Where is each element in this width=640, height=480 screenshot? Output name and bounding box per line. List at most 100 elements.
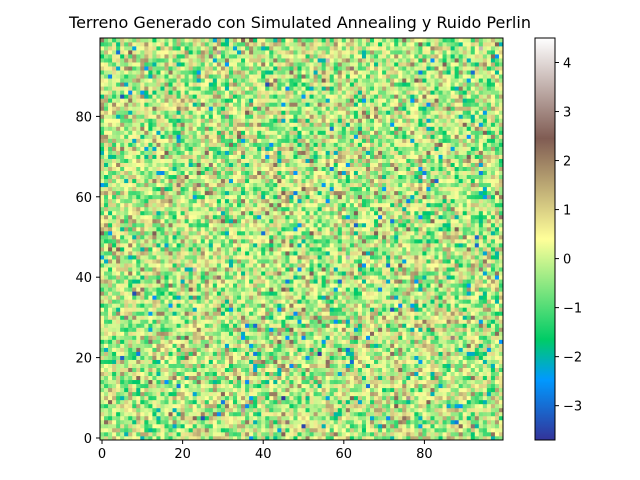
heatmap-cell — [216, 355, 222, 360]
heatmap-cell — [261, 423, 266, 429]
heatmap-cell — [325, 287, 331, 292]
heatmap-cell — [454, 323, 460, 328]
heatmap-cell — [200, 415, 206, 421]
heatmap-cell — [498, 283, 504, 288]
heatmap-cell — [329, 435, 335, 441]
heatmap-cell — [301, 347, 306, 352]
heatmap-cell — [152, 363, 157, 368]
heatmap-cell — [470, 351, 476, 356]
heatmap-cell — [176, 291, 181, 296]
heatmap-cell — [390, 271, 395, 276]
heatmap-cell — [466, 255, 472, 260]
heatmap-cell — [140, 375, 145, 381]
heatmap-cell — [309, 415, 314, 421]
heatmap-cell — [478, 395, 484, 401]
heatmap-cell — [438, 431, 443, 437]
heatmap-cell — [430, 239, 435, 244]
heatmap-cell — [458, 411, 464, 417]
heatmap-cell — [478, 283, 484, 288]
heatmap-cell — [297, 271, 302, 276]
heatmap-cell — [241, 299, 246, 304]
heatmap-cell — [104, 343, 109, 348]
heatmap-cell — [345, 299, 351, 304]
heatmap-cell — [337, 295, 343, 300]
heatmap-cell — [498, 263, 504, 268]
heatmap-cell — [341, 367, 347, 373]
heatmap-cell — [466, 331, 472, 336]
heatmap-cell — [172, 355, 177, 360]
heatmap-cell — [422, 323, 427, 328]
heatmap-cell — [466, 303, 472, 308]
heatmap-cell — [112, 399, 117, 405]
heatmap-cell — [313, 423, 318, 429]
heatmap-cell — [136, 351, 141, 356]
heatmap-cell — [394, 263, 399, 268]
heatmap-cell — [414, 323, 419, 328]
heatmap-cell — [402, 363, 407, 368]
heatmap-cell — [180, 299, 185, 304]
heatmap-cell — [353, 399, 359, 405]
heatmap-cell — [108, 415, 113, 421]
heatmap-cell — [374, 251, 379, 256]
heatmap-cell — [490, 255, 496, 260]
heatmap-cell — [249, 355, 254, 360]
heatmap-cell — [232, 427, 238, 433]
heatmap-cell — [446, 263, 451, 268]
heatmap-cell — [357, 395, 363, 401]
heatmap-cell — [104, 339, 109, 344]
heatmap-cell — [390, 415, 395, 421]
heatmap-cell — [309, 271, 314, 276]
heatmap-cell — [120, 255, 125, 260]
heatmap-cell — [398, 323, 403, 328]
heatmap-cell — [192, 371, 198, 377]
heatmap-cell — [434, 343, 439, 348]
heatmap-cell — [313, 415, 318, 421]
heatmap-cell — [212, 343, 218, 348]
heatmap-cell — [132, 391, 137, 397]
heatmap-cell — [345, 243, 351, 248]
heatmap-cell — [297, 371, 302, 377]
heatmap-cell — [454, 263, 460, 268]
heatmap-cell — [273, 435, 278, 441]
heatmap-cell — [156, 239, 161, 244]
heatmap-cell — [466, 407, 472, 413]
heatmap-cell — [216, 291, 222, 296]
heatmap-cell — [378, 327, 383, 332]
heatmap-cell — [160, 403, 165, 409]
heatmap-cell — [124, 383, 129, 389]
heatmap-cell — [365, 343, 371, 348]
heatmap-cell — [390, 307, 395, 312]
heatmap-cell — [357, 407, 363, 413]
heatmap-cell — [220, 367, 226, 373]
heatmap-cell — [482, 347, 488, 352]
heatmap-cell — [128, 419, 133, 425]
heatmap-cell — [486, 371, 492, 377]
heatmap-cell — [253, 271, 258, 276]
heatmap-cell — [108, 387, 113, 393]
heatmap-cell — [490, 267, 496, 272]
heatmap-cell — [220, 387, 226, 393]
heatmap-cell — [482, 247, 488, 252]
heatmap-cell — [128, 339, 133, 344]
heatmap-cell — [140, 415, 145, 421]
heatmap-cell — [494, 315, 500, 320]
heatmap-cell — [390, 435, 395, 441]
heatmap-cell — [462, 311, 468, 316]
heatmap-cell — [478, 287, 484, 292]
heatmap-cell — [160, 327, 165, 332]
heatmap-cell — [325, 375, 331, 381]
heatmap-cell — [333, 279, 339, 284]
heatmap-cell — [220, 383, 226, 389]
heatmap-cell — [228, 315, 234, 320]
heatmap-cell — [128, 411, 133, 417]
heatmap-cell — [172, 399, 177, 405]
heatmap-cell — [386, 287, 391, 292]
heatmap-cell — [281, 271, 286, 276]
heatmap-cell — [337, 423, 343, 429]
heatmap-cell — [120, 271, 125, 276]
heatmap-cell — [120, 335, 125, 340]
heatmap-cell — [253, 315, 258, 320]
heatmap-cell — [438, 303, 443, 308]
heatmap-cell — [100, 259, 105, 264]
heatmap-cell — [486, 331, 492, 336]
